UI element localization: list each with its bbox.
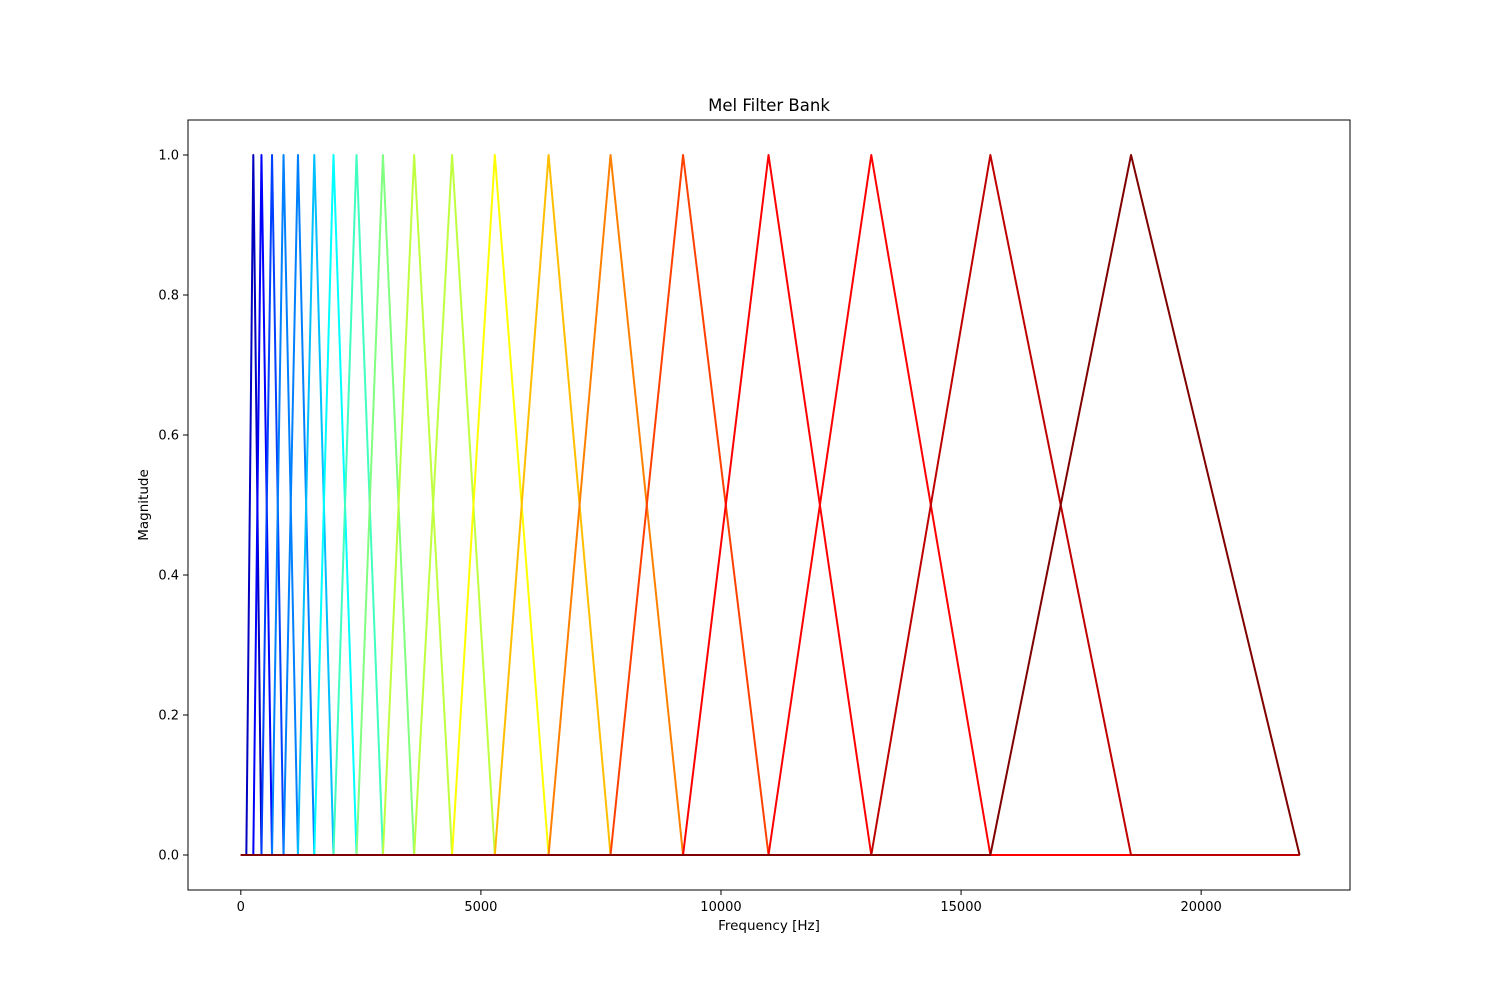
filter-line-15	[240, 154, 1300, 856]
filter-line-19	[240, 154, 1301, 856]
x-tick-label: 10000	[700, 900, 741, 915]
x-tick-label: 5000	[464, 900, 497, 915]
x-tick-label: 20000	[1180, 900, 1221, 915]
filter-line-13	[240, 154, 1300, 856]
filter-line-6	[240, 154, 1300, 856]
y-tick-label: 0.8	[158, 289, 179, 304]
filter-line-2	[240, 154, 1300, 856]
y-axis-ticks: 0.0 0.2 0.4 0.6 0.8 1.0	[158, 149, 188, 864]
y-tick-label: 1.0	[158, 149, 179, 164]
y-axis-label: Magnitude	[136, 469, 152, 541]
plot-frame	[187, 119, 1351, 891]
x-axis-ticks: 0 5000 10000 15000 20000	[237, 890, 1222, 915]
filter-line-7	[240, 154, 1300, 856]
y-tick-label: 0.4	[158, 569, 179, 584]
series-layer	[240, 154, 1301, 856]
filter-line-5	[240, 154, 1300, 856]
y-tick-label: 0.6	[158, 429, 179, 444]
filter-line-1	[240, 154, 1300, 856]
filter-line-14	[240, 154, 1300, 856]
x-tick-label: 0	[237, 900, 245, 915]
y-tick-label: 0.0	[158, 849, 179, 864]
filter-line-4	[240, 154, 1300, 856]
filter-line-8	[240, 154, 1300, 856]
filter-line-9	[240, 154, 1300, 856]
x-tick-label: 15000	[940, 900, 981, 915]
filter-line-16	[240, 154, 1300, 856]
filter-line-18	[240, 154, 1300, 856]
x-axis-label: Frequency [Hz]	[718, 918, 820, 934]
filter-line-17	[240, 154, 1300, 856]
chart-title: Mel Filter Bank	[708, 96, 830, 115]
filter-line-11	[240, 154, 1300, 856]
filter-line-10	[240, 154, 1300, 856]
y-tick-label: 0.2	[158, 709, 179, 724]
filter-line-3	[240, 154, 1300, 856]
filter-line-12	[240, 154, 1300, 856]
